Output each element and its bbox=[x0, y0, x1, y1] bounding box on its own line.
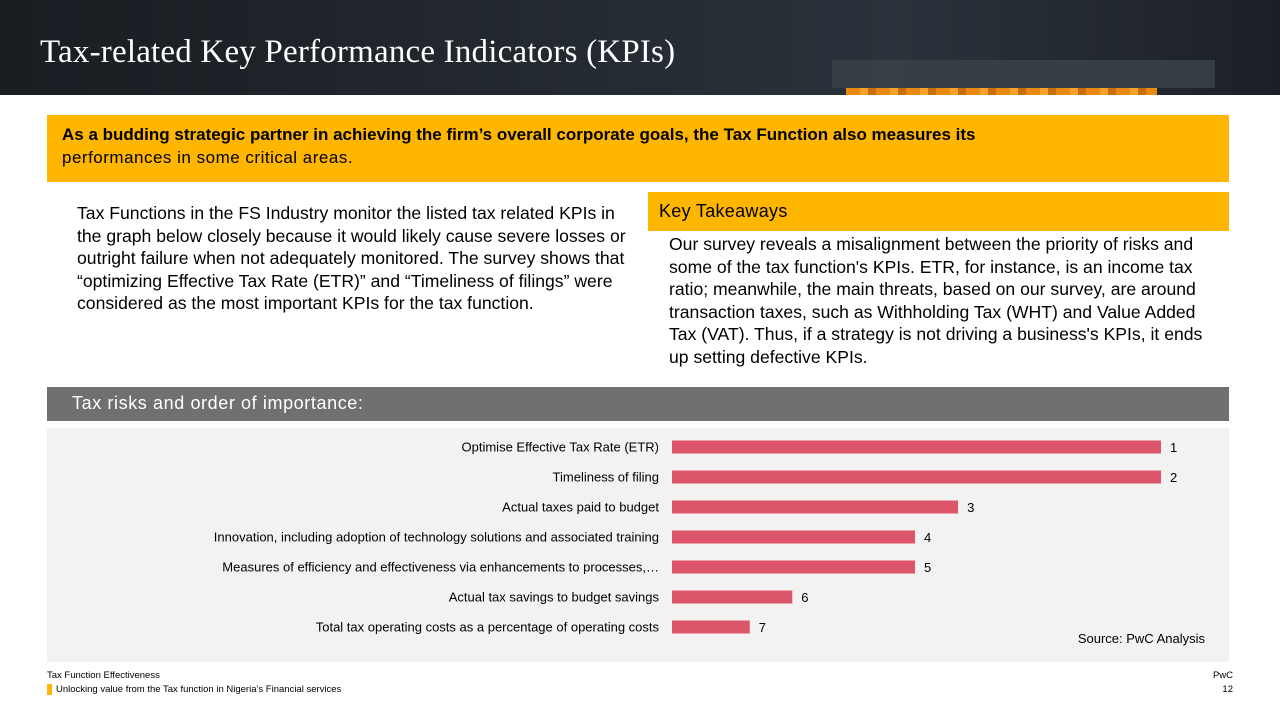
footer-report-title: Unlocking value from the Tax function in… bbox=[56, 684, 342, 695]
bar-chart: Optimise Effective Tax Rate (ETR) 1 Timeli… bbox=[214, 440, 1177, 636]
page-title: Tax-related Key Performance Indicators (… bbox=[40, 34, 676, 70]
bar bbox=[672, 500, 959, 514]
chart-section-header: Tax risks and order of importance: bbox=[47, 387, 1229, 421]
category-label: Total tax operating costs as a percentag… bbox=[316, 620, 660, 635]
banner-line-1: As a budding strategic partner in achiev… bbox=[62, 125, 976, 144]
page-number: 12 bbox=[1222, 684, 1233, 695]
chart-section-heading: Tax risks and order of importance: bbox=[72, 393, 364, 413]
bar bbox=[672, 620, 750, 634]
chart-panel: Optimise Effective Tax Rate (ETR) 1 Timeli… bbox=[47, 428, 1229, 662]
data-label: 5 bbox=[924, 560, 931, 575]
bar bbox=[672, 530, 916, 544]
bar bbox=[672, 470, 1161, 484]
header-decoration bbox=[832, 60, 1215, 88]
intro-paragraph: Tax Functions in the FS Industry monitor… bbox=[77, 203, 626, 313]
bar bbox=[672, 440, 1161, 454]
footer-brand: PwC bbox=[1212, 670, 1233, 681]
data-label: 3 bbox=[967, 500, 974, 515]
category-label: Actual tax savings to budget savings bbox=[449, 590, 660, 605]
footer-section-title: Tax Function Effectiveness bbox=[47, 670, 160, 681]
data-label: 1 bbox=[1170, 440, 1177, 455]
banner-line-2: performances in some critical areas. bbox=[62, 148, 354, 167]
key-takeaways-heading: Key Takeaways bbox=[659, 201, 788, 221]
bar bbox=[672, 560, 916, 574]
data-label: 6 bbox=[801, 590, 808, 605]
category-label: Actual taxes paid to budget bbox=[502, 500, 659, 515]
data-label: 2 bbox=[1170, 470, 1177, 485]
key-takeaways-header: Key Takeaways bbox=[648, 192, 1229, 231]
data-label: 4 bbox=[924, 530, 931, 545]
key-takeaways-text: Our survey reveals a misalignment betwee… bbox=[669, 234, 1203, 367]
intro-banner: As a budding strategic partner in achiev… bbox=[47, 115, 1229, 182]
category-label: Measures of efficiency and effectiveness… bbox=[222, 560, 659, 575]
chart-source: Source: PwC Analysis bbox=[1077, 631, 1205, 646]
header-decoration-accent bbox=[846, 88, 1157, 95]
footer-accent-bar bbox=[47, 684, 52, 695]
bar bbox=[672, 590, 793, 604]
category-label: Innovation, including adoption of techno… bbox=[214, 530, 659, 545]
category-label: Timeliness of filing bbox=[553, 470, 659, 485]
category-label: Optimise Effective Tax Rate (ETR) bbox=[462, 440, 659, 455]
data-label: 7 bbox=[759, 620, 766, 635]
slide-header: Tax-related Key Performance Indicators (… bbox=[0, 0, 1280, 95]
